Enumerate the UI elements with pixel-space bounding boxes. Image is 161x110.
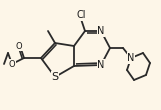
Text: S: S xyxy=(51,72,59,82)
Text: N: N xyxy=(97,26,105,36)
Text: O: O xyxy=(9,60,15,69)
Text: N: N xyxy=(97,60,105,70)
Text: N: N xyxy=(127,53,135,63)
Text: O: O xyxy=(16,41,22,50)
Text: Cl: Cl xyxy=(76,10,86,20)
